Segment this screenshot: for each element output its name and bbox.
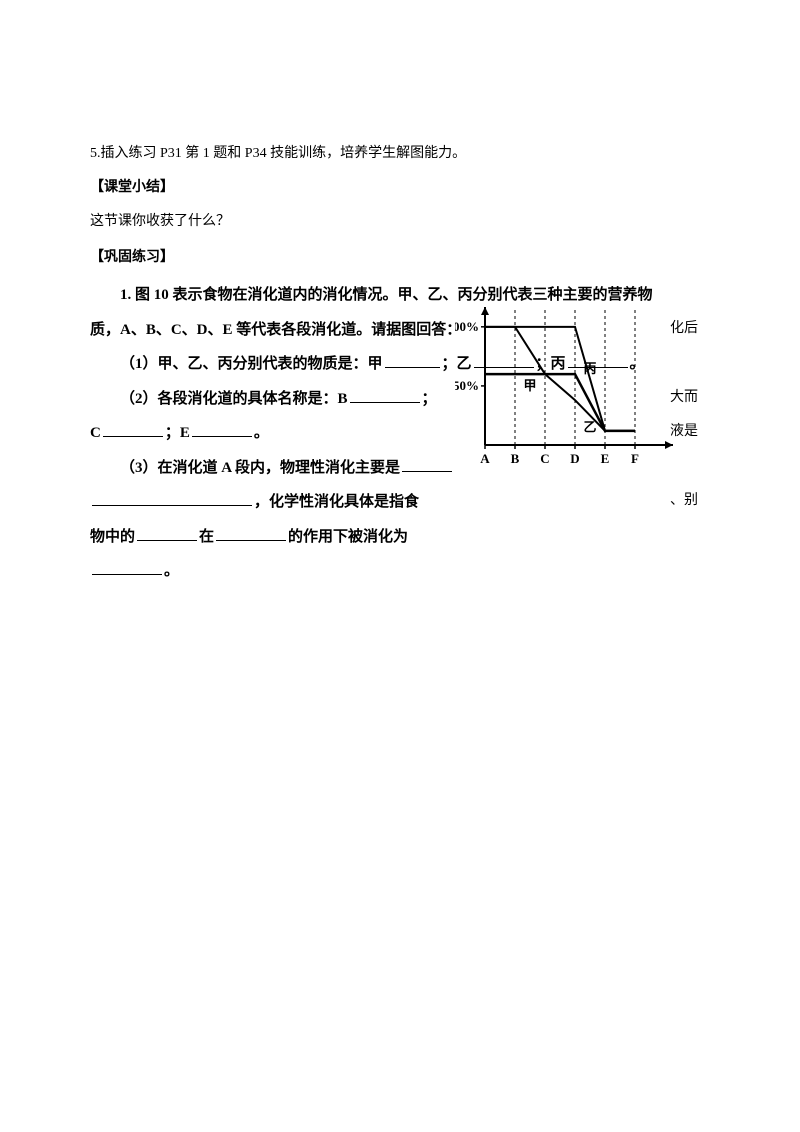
blank [92, 558, 162, 576]
blank [385, 351, 440, 369]
q1-3b: ，化学性消化具体是指食 [254, 494, 419, 510]
q1-sub3-line3: 物中的 在 的作用下被消化为 [90, 520, 710, 555]
blank [192, 420, 252, 438]
blank [137, 523, 197, 541]
q1-2d: ；E [165, 425, 190, 441]
blank [216, 523, 286, 541]
q1-sub3-line4: 。 [90, 554, 710, 589]
blank [92, 489, 252, 507]
digestion-chart: 丙甲乙 100% 50% A B C D E F [455, 305, 680, 485]
q1-3f: 。 [164, 563, 179, 579]
svg-text:B: B [511, 451, 520, 466]
q1-2c: C [90, 425, 101, 441]
svg-text:E: E [601, 451, 610, 466]
rside-4: 、别 [670, 485, 710, 520]
q1-1a: （1）甲、乙、丙分别代表的物质是：甲 [120, 356, 383, 372]
chart-svg: 丙甲乙 100% 50% A B C D E F [455, 305, 680, 485]
q1-sub3-line2: ，化学性消化具体是指食 、别 [90, 485, 710, 520]
svg-text:50%: 50% [455, 378, 479, 393]
q1-3d: 在 [199, 529, 214, 545]
q1-2e: 。 [254, 425, 269, 441]
blank [402, 454, 452, 472]
svg-text:F: F [631, 451, 639, 466]
svg-text:A: A [480, 451, 490, 466]
page-content: 5.插入练习 P31 第 1 题和 P34 技能训练，培养学生解图能力。 【课堂… [0, 0, 800, 589]
svg-text:丙: 丙 [583, 361, 596, 376]
svg-text:甲: 甲 [523, 378, 536, 393]
section-summary-title: 【课堂小结】 [90, 174, 710, 202]
summary-question: 这节课你收获了什么？ [90, 208, 710, 236]
q1-3a: （3）在消化道 A 段内，物理性消化主要是 [120, 460, 400, 476]
q1-2b: ； [422, 391, 437, 407]
q1-3e: 的作用下被消化为 [288, 529, 408, 545]
q1-2a: （2）各段消化道的具体名称是：B [120, 391, 348, 407]
svg-text:D: D [570, 451, 579, 466]
q1-3c: 物中的 [90, 529, 135, 545]
svg-text:100%: 100% [455, 319, 479, 334]
svg-text:C: C [540, 451, 549, 466]
paragraph-5: 5.插入练习 P31 第 1 题和 P34 技能训练，培养学生解图能力。 [90, 140, 710, 168]
section-practice-title: 【巩固练习】 [90, 244, 710, 272]
svg-text:乙: 乙 [583, 419, 596, 434]
blank [103, 420, 163, 438]
blank [350, 385, 420, 403]
